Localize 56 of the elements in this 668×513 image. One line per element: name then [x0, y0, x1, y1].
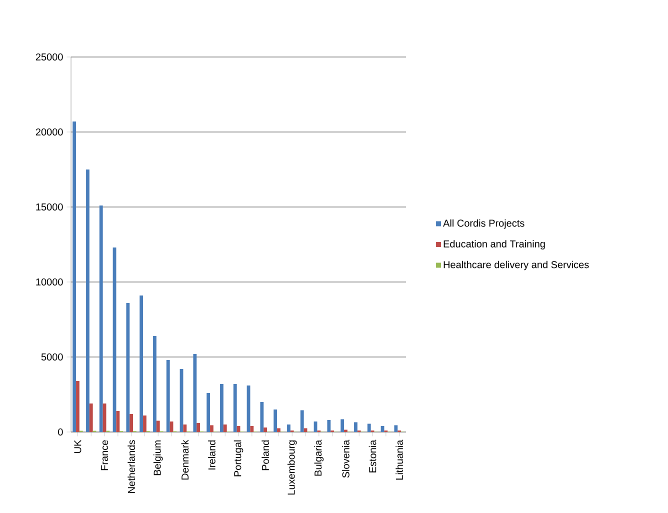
x-tick-label: Bulgaria: [314, 440, 324, 476]
bar: [130, 414, 134, 432]
bar: [116, 410, 120, 432]
x-tick-label: UK: [74, 440, 82, 453]
x-tick-label: Denmark: [181, 440, 189, 480]
bar: [327, 420, 331, 432]
bar: [183, 424, 187, 432]
bar: [300, 410, 304, 432]
bar: [274, 409, 278, 432]
bar: [260, 402, 264, 432]
x-tick-label: Ireland: [208, 440, 216, 470]
x-tick-label: Lithuania: [396, 440, 403, 480]
x-tick-label: Poland: [262, 440, 269, 470]
bar: [72, 121, 76, 432]
x-tick-label: Slovenia: [342, 440, 350, 478]
y-tick-label: 25000: [36, 53, 63, 61]
bar: [220, 384, 224, 432]
bar: [156, 420, 160, 432]
bar: [250, 426, 254, 432]
y-tick-label: 0: [58, 428, 63, 436]
bar: [354, 422, 358, 432]
bar: [367, 424, 371, 432]
x-tick-label: Luxembourg: [287, 440, 297, 495]
bar: [277, 428, 280, 432]
bar: [196, 422, 200, 432]
bar: [99, 205, 103, 432]
bar: [264, 427, 268, 432]
x-tick-label: France: [101, 440, 108, 470]
bar: [287, 424, 290, 432]
bar: [76, 380, 80, 432]
bar: [166, 360, 170, 432]
x-tick-label: Netherlands: [128, 440, 135, 493]
bar: [233, 384, 237, 432]
y-tick-label: 15000: [36, 203, 63, 211]
y-tick-label: 20000: [36, 128, 63, 136]
legend-label: All Cordis Projects: [443, 219, 524, 229]
bar: [143, 415, 146, 432]
legend-label: Healthcare delivery and Services: [444, 260, 589, 270]
x-tick-label: Portugal: [234, 440, 244, 476]
bar: [206, 392, 210, 432]
x-tick-label: Estonia: [368, 440, 376, 472]
y-tick-label: 10000: [36, 278, 63, 286]
y-tick-label: 5000: [41, 353, 63, 361]
bar: [89, 403, 93, 432]
bar: [210, 425, 214, 432]
bar: [304, 428, 308, 432]
bar: [86, 169, 90, 432]
legend-label: Education and Training: [444, 240, 545, 250]
bar: [140, 295, 144, 432]
bar: [126, 302, 130, 432]
bar: [223, 424, 227, 432]
bar: [153, 336, 156, 432]
x-tick-label: Belgium: [153, 440, 163, 476]
bar: [340, 419, 344, 432]
bar: [394, 425, 398, 432]
bar: [193, 354, 197, 432]
